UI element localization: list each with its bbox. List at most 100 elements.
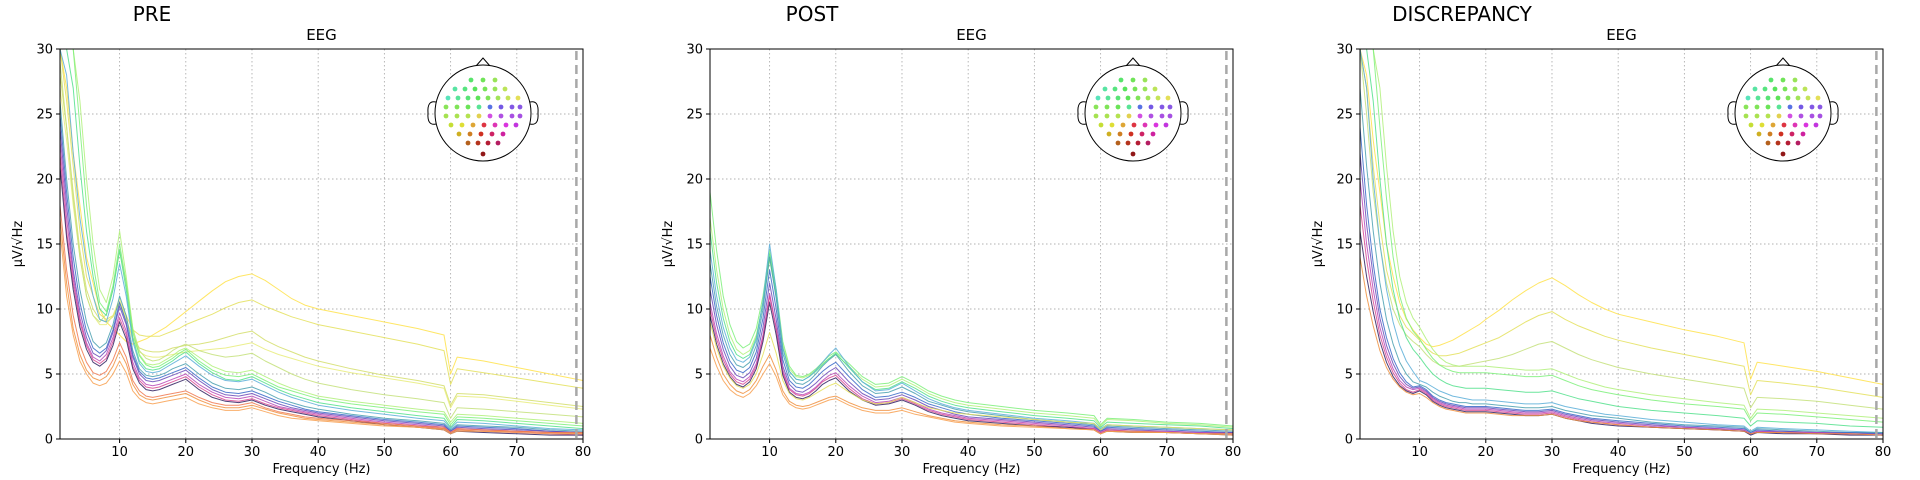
sensor-dot — [1159, 113, 1165, 119]
sensor-dot — [1776, 113, 1782, 119]
sensor-dot — [1803, 122, 1809, 128]
series-line-13 — [60, 139, 583, 435]
sensor-dot — [505, 95, 511, 101]
series-line-9 — [60, 49, 583, 431]
x-tick-label: 70 — [1809, 445, 1826, 460]
x-tick-label: 30 — [1544, 445, 1561, 460]
nose-icon — [1125, 57, 1141, 67]
sensor-dot — [1167, 104, 1173, 110]
sensor-dot — [1785, 140, 1791, 146]
sensor-dot — [475, 95, 481, 101]
series-line-4 — [60, 87, 583, 410]
series-line-16 — [60, 217, 583, 435]
sensor-dot — [1139, 131, 1145, 137]
sensor-dot — [445, 95, 451, 101]
x-tick-label: 50 — [1026, 445, 1043, 460]
sensor-dot — [1756, 131, 1762, 137]
sensor-dot — [502, 86, 508, 92]
sensor-dot — [1776, 104, 1782, 110]
sensor-dot — [495, 140, 501, 146]
sensor-dot — [1743, 113, 1749, 119]
sensor-dot — [1131, 122, 1137, 128]
series-line-1 — [1360, 49, 1883, 385]
sensor-dot — [1795, 140, 1801, 146]
sensor-dot — [1805, 95, 1811, 101]
x-tick-label: 40 — [960, 445, 977, 460]
sensor-dot — [1135, 140, 1141, 146]
chart-panel-2: POST EEG 10 20 30 40 50 60 70 80 0 5 10 15 20 25 30 Frequ… — [661, 2, 1241, 477]
sensor-dot — [498, 104, 504, 110]
sensor-dot — [1792, 77, 1798, 83]
x-tick-label: 10 — [111, 445, 128, 460]
sensor-dot — [1130, 151, 1136, 157]
sensor-topomap — [1727, 57, 1839, 162]
sensor-dot — [480, 151, 486, 157]
y-tick-label: 5 — [1345, 368, 1353, 383]
sensor-dot — [1798, 113, 1804, 119]
y-tick-label: 30 — [1336, 43, 1353, 58]
y-tick-label: 0 — [695, 433, 703, 448]
series-line-8 — [1360, 87, 1883, 433]
series-group — [710, 191, 1233, 436]
sensor-dot — [517, 113, 523, 119]
x-tick-label: 60 — [1092, 445, 1109, 460]
sensor-dot — [1118, 77, 1124, 83]
sensor-dot — [1126, 113, 1132, 119]
sensor-dot — [448, 122, 454, 128]
x-tick-label: 60 — [1742, 445, 1759, 460]
sensor-dot — [1145, 95, 1151, 101]
sensor-dot — [1809, 113, 1815, 119]
sensor-dot — [1093, 104, 1099, 110]
sensor-dot — [455, 95, 461, 101]
series-line-10 — [710, 302, 1233, 436]
sensor-dot — [443, 113, 449, 119]
y-tick-label: 15 — [1336, 238, 1353, 253]
chart-title: DISCREPANCY — [1392, 2, 1533, 26]
sensor-dot — [467, 131, 473, 137]
x-tick-label: 20 — [1478, 445, 1495, 460]
series-line-6 — [60, 49, 583, 424]
sensor-dot — [1115, 113, 1121, 119]
sensor-dot — [1800, 131, 1806, 137]
chart-panel-3: DISCREPANCY EEG 10 20 30 40 50 60 70 80 0 5 10 15 20 25… — [1311, 2, 1891, 477]
nose-icon — [475, 57, 491, 67]
sensor-dot — [1095, 95, 1101, 101]
y-tick-label: 20 — [1336, 173, 1353, 188]
sensor-dot — [509, 113, 515, 119]
sensor-dot — [503, 122, 509, 128]
series-line-10 — [1360, 152, 1883, 435]
sensor-dot — [1115, 104, 1121, 110]
sensor-dot — [462, 86, 468, 92]
sensor-dot — [1167, 113, 1173, 119]
sensor-dot — [1145, 140, 1151, 146]
sensor-dot — [454, 104, 460, 110]
x-tick-label: 70 — [1159, 445, 1176, 460]
sensor-dot — [482, 86, 488, 92]
right-ear-icon — [1179, 101, 1189, 125]
series-line-2 — [60, 49, 583, 389]
sensor-dot — [1115, 140, 1121, 146]
sensor-dot — [487, 104, 493, 110]
sensor-dot — [1137, 104, 1143, 110]
sensor-dot — [1754, 113, 1760, 119]
sensor-dot — [1817, 113, 1823, 119]
series-line-17 — [60, 230, 583, 435]
x-tick-label: 40 — [1610, 445, 1627, 460]
y-tick-label: 10 — [1336, 303, 1353, 318]
series-line-13 — [1360, 230, 1883, 436]
sensor-dot — [1098, 122, 1104, 128]
sensor-dot — [498, 113, 504, 119]
sensor-dot — [1109, 122, 1115, 128]
sensor-topomap — [1077, 57, 1189, 162]
x-tick-label: 20 — [178, 445, 195, 460]
sensor-dot — [478, 131, 484, 137]
sensor-dot — [1815, 95, 1821, 101]
series-line-9 — [710, 295, 1233, 435]
sensor-dot — [1148, 113, 1154, 119]
sensor-dot — [1767, 131, 1773, 137]
left-ear-icon — [1727, 101, 1737, 125]
sensor-dot — [1128, 131, 1134, 137]
series-line-13 — [710, 321, 1233, 431]
sensor-dot — [489, 131, 495, 137]
sensor-dot — [1762, 86, 1768, 92]
